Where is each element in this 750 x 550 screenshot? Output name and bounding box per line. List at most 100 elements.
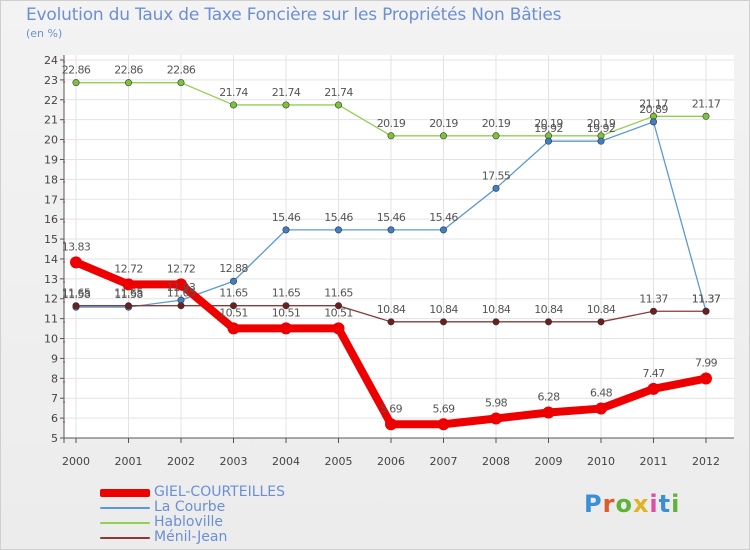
data-label: 20.19 [429, 117, 458, 130]
logo-letter: t [658, 490, 672, 518]
legend-label: GIEL-COURTEILLES [154, 484, 286, 500]
data-label: 5.98 [485, 397, 508, 410]
data-point [649, 118, 657, 126]
data-point [702, 112, 710, 120]
proxiti-logo: Proxiti [584, 490, 680, 518]
data-point [125, 79, 133, 87]
data-label: 10.84 [429, 303, 458, 316]
data-label: 15.46 [377, 211, 406, 224]
y-tick-label: 23 [44, 74, 58, 87]
data-label: 5.69 [432, 402, 455, 415]
data-point [385, 418, 397, 431]
data-point [542, 406, 555, 419]
y-tick-label: 16 [44, 213, 58, 226]
x-tick-label: 2004 [272, 455, 300, 468]
legend-item-la-courbe: La Courbe [100, 500, 285, 515]
data-point [282, 101, 290, 109]
data-point [72, 79, 80, 87]
data-label: 22.86 [167, 64, 196, 77]
data-label: 6.48 [590, 387, 613, 400]
data-point [334, 101, 342, 109]
legend-swatch [100, 521, 150, 524]
y-tick-label: 6 [51, 412, 58, 425]
data-point [702, 307, 710, 315]
data-point [437, 418, 450, 431]
legend-label: La Courbe [154, 499, 226, 515]
data-point [649, 307, 657, 315]
x-tick-label: 2009 [535, 455, 563, 468]
data-label: 5.69 [380, 402, 403, 415]
y-tick-label: 22 [44, 94, 58, 107]
data-label: 11.65 [167, 287, 196, 300]
data-label: 10.84 [377, 303, 406, 316]
data-label: 19.92 [534, 122, 563, 135]
data-point [387, 226, 395, 234]
data-point [70, 256, 82, 269]
data-label: 15.46 [324, 211, 353, 224]
x-tick-label: 2005 [325, 455, 353, 468]
data-label: 21.74 [219, 86, 248, 99]
legend-swatch [100, 506, 150, 509]
data-point [177, 79, 185, 87]
x-tick-label: 2010 [587, 455, 615, 468]
data-point [282, 226, 290, 234]
data-point [439, 132, 447, 140]
data-point [647, 382, 660, 395]
legend-item-habloville: Habloville [100, 515, 285, 530]
x-tick-label: 2007 [430, 455, 458, 468]
plot-area [64, 55, 734, 438]
data-point [387, 318, 395, 326]
y-tick-label: 14 [44, 253, 58, 266]
data-label: 10.51 [324, 306, 353, 319]
data-point [175, 278, 187, 291]
data-point [492, 184, 500, 192]
logo-letter: o [615, 490, 633, 518]
y-tick-label: 24 [44, 54, 58, 67]
logo-letter: P [584, 490, 603, 518]
data-label: 21.74 [272, 86, 301, 99]
data-point [230, 302, 238, 310]
data-label: 10.51 [219, 306, 248, 319]
x-tick-label: 2012 [692, 455, 720, 468]
data-point [177, 302, 185, 310]
data-label: 22.86 [114, 64, 143, 77]
y-tick-label: 12 [44, 293, 58, 306]
data-label: 22.86 [62, 64, 91, 77]
data-point [700, 372, 712, 385]
y-tick-label: 19 [44, 153, 58, 166]
legend-item-giel: GIEL-COURTEILLES [100, 485, 285, 500]
y-tick-label: 9 [51, 352, 58, 365]
legend-swatch [100, 488, 150, 497]
data-label: 7.99 [695, 357, 718, 370]
data-point [439, 226, 447, 234]
x-tick-label: 2011 [640, 455, 668, 468]
data-label: 20.19 [482, 117, 511, 130]
x-tick-label: 2006 [377, 455, 405, 468]
data-label: 15.46 [429, 211, 458, 224]
x-tick-label: 2003 [220, 455, 248, 468]
y-tick-label: 20 [44, 134, 58, 147]
data-label: 11.65 [272, 287, 301, 300]
data-label: 11.65 [324, 287, 353, 300]
data-label: 12.72 [114, 262, 143, 275]
data-label: 21.74 [324, 86, 353, 99]
data-point [597, 318, 605, 326]
data-label: 21.17 [692, 97, 721, 110]
data-point [230, 277, 238, 285]
y-tick-label: 11 [44, 313, 58, 326]
data-point [439, 318, 447, 326]
chart-title: Evolution du Taux de Taxe Foncière sur l… [26, 5, 562, 25]
data-label: 11.65 [219, 287, 248, 300]
data-point [492, 132, 500, 140]
x-tick-label: 2008 [482, 455, 510, 468]
data-label: 17.55 [482, 169, 511, 182]
chart-subtitle: (en %) [26, 27, 63, 40]
y-tick-label: 17 [44, 193, 58, 206]
data-point [544, 318, 552, 326]
data-point [282, 302, 290, 310]
x-tick-label: 2001 [115, 455, 143, 468]
data-label: 11.65 [62, 287, 91, 300]
y-tick-label: 7 [51, 392, 58, 405]
data-label: 6.28 [537, 391, 560, 404]
